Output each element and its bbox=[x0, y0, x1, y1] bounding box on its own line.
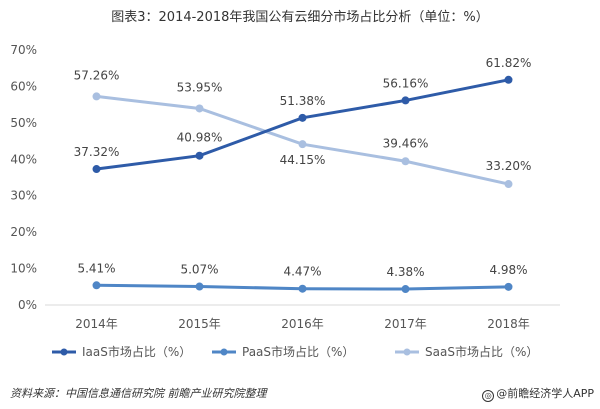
legend-marker-paas bbox=[220, 348, 228, 356]
x-tick-label: 2014年 bbox=[75, 317, 118, 331]
y-tick-label: 20% bbox=[10, 225, 37, 239]
paas-point bbox=[504, 282, 513, 291]
saas-data-label: 57.26% bbox=[74, 68, 120, 82]
brand-label: @前瞻经济学人APP bbox=[496, 387, 594, 400]
y-tick-label: 60% bbox=[10, 79, 37, 93]
saas-point bbox=[195, 104, 204, 113]
saas-data-label: 39.46% bbox=[383, 136, 429, 150]
y-tick-label: 50% bbox=[10, 116, 37, 130]
iaas-data-label: 56.16% bbox=[383, 76, 429, 90]
iaas-point bbox=[298, 113, 307, 122]
iaas-data-label: 61.82% bbox=[486, 56, 532, 70]
x-tick-label: 2016年 bbox=[281, 317, 324, 331]
legend-marker-iaas bbox=[60, 348, 68, 356]
iaas-point bbox=[504, 75, 513, 84]
iaas-data-label: 40.98% bbox=[177, 131, 223, 145]
saas-point bbox=[504, 180, 513, 189]
legend-label-paas: PaaS市场占比（%） bbox=[242, 344, 354, 359]
chart-title: 图表3：2014-2018年我国公有云细分市场占比分析（单位：%） bbox=[111, 10, 489, 25]
y-tick-label: 40% bbox=[10, 152, 37, 166]
iaas-point bbox=[401, 96, 410, 105]
paas-data-label: 4.38% bbox=[386, 265, 424, 279]
y-tick-label: 30% bbox=[10, 189, 37, 203]
y-tick-label: 70% bbox=[10, 43, 37, 57]
legend-label-saas: SaaS市场占比（%） bbox=[425, 344, 538, 359]
saas-point bbox=[92, 92, 101, 101]
iaas-point bbox=[195, 151, 204, 160]
brand-credit: ◎ @前瞻经济学人APP bbox=[482, 385, 594, 402]
line-chart: 0% 10% 20% 30% 40% 50% 60% 70% 2014年 2015年 2016年 20… bbox=[10, 43, 560, 359]
y-tick-label: 10% bbox=[10, 262, 37, 276]
iaas-point bbox=[92, 165, 101, 174]
paas-data-label: 5.41% bbox=[77, 261, 115, 275]
saas-data-label: 44.15% bbox=[280, 153, 326, 167]
iaas-data-label: 37.32% bbox=[74, 145, 120, 159]
legend-marker-saas bbox=[403, 348, 411, 356]
iaas-data-label: 51.38% bbox=[280, 94, 326, 108]
saas-point bbox=[401, 157, 410, 166]
paas-data-label: 4.47% bbox=[283, 265, 321, 279]
paas-point bbox=[195, 282, 204, 291]
saas-data-label: 33.20% bbox=[486, 159, 532, 173]
y-tick-label: 0% bbox=[18, 298, 37, 312]
x-tick-label: 2018年 bbox=[487, 317, 530, 331]
paas-point bbox=[92, 281, 101, 290]
legend-label-iaas: IaaS市场占比（%） bbox=[82, 344, 191, 359]
saas-data-label: 53.95% bbox=[177, 80, 223, 94]
brand-icon: ◎ bbox=[482, 390, 495, 402]
paas-point bbox=[298, 284, 307, 293]
x-tick-label: 2017年 bbox=[384, 317, 427, 331]
paas-data-label: 5.07% bbox=[180, 263, 218, 277]
x-tick-label: 2015年 bbox=[178, 317, 221, 331]
saas-point bbox=[298, 140, 307, 149]
paas-point bbox=[401, 285, 410, 294]
paas-data-label: 4.98% bbox=[489, 263, 527, 277]
source-note: 资料来源：中国信息通信研究院 前瞻产业研究院整理 bbox=[10, 387, 267, 400]
